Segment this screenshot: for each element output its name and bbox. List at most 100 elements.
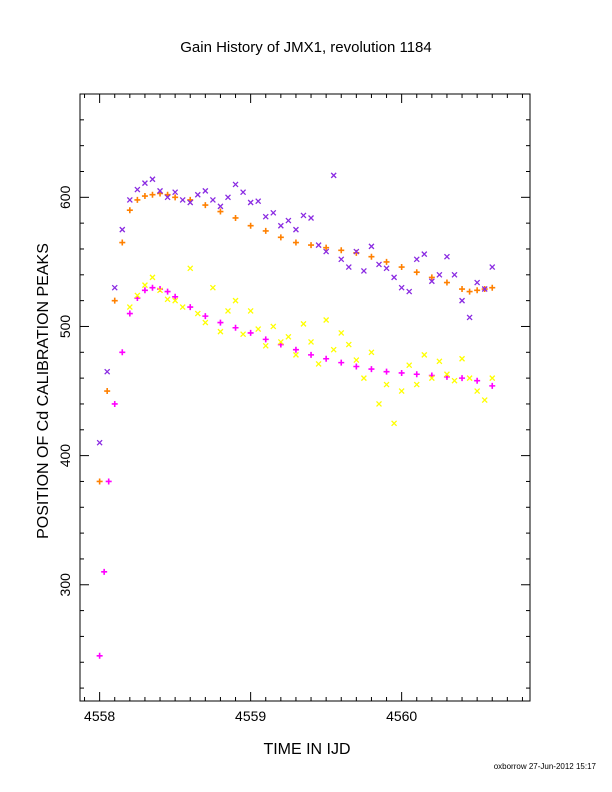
data-point [157, 187, 163, 194]
data-point [179, 196, 186, 203]
data-point [383, 265, 390, 272]
data-point [255, 326, 262, 333]
series-1 [96, 284, 496, 659]
data-point [443, 279, 450, 286]
data-point [300, 212, 307, 219]
data-point [443, 371, 450, 378]
data-point [330, 172, 337, 179]
data-point [292, 346, 299, 353]
series-2 [96, 172, 496, 446]
data-point [345, 264, 352, 271]
data-point [277, 222, 284, 229]
data-point [202, 319, 209, 326]
data-point [164, 288, 171, 295]
data-point [262, 227, 269, 234]
data-point [474, 388, 481, 395]
data-point [262, 336, 269, 343]
data-point [376, 261, 382, 268]
data-point [459, 286, 466, 293]
y-tick-label: 300 [57, 573, 73, 597]
data-point [141, 193, 148, 200]
plot-frame [79, 93, 531, 702]
data-point [338, 247, 345, 254]
data-point [368, 253, 375, 260]
data-point [240, 331, 247, 338]
data-point [119, 349, 126, 356]
data-point [247, 199, 254, 206]
data-point [323, 248, 330, 255]
data-point [292, 239, 299, 246]
data-point [141, 282, 148, 289]
data-point [391, 420, 398, 427]
data-point [323, 244, 330, 251]
data-point [383, 258, 390, 265]
data-point [345, 341, 352, 348]
data-point [421, 351, 428, 358]
data-point [119, 239, 126, 246]
data-point [466, 375, 473, 382]
data-point [202, 202, 209, 209]
data-point [406, 362, 413, 369]
data-point [126, 207, 133, 214]
data-point [285, 333, 292, 340]
data-point [413, 381, 420, 388]
y-tick-label: 400 [57, 444, 73, 468]
data-point [360, 375, 367, 382]
data-point [96, 439, 103, 446]
data-point [338, 256, 345, 263]
data-point [126, 304, 133, 311]
data-point [247, 329, 254, 336]
data-point [262, 342, 269, 349]
data-point [187, 265, 194, 272]
data-point [172, 297, 179, 304]
data-point [308, 215, 314, 221]
data-point [104, 388, 111, 395]
data-point [383, 381, 390, 388]
data-point [217, 208, 224, 215]
data-point [232, 324, 239, 331]
data-point [277, 339, 284, 345]
series-3 [126, 265, 496, 427]
data-point [368, 366, 375, 373]
data-point [413, 256, 420, 263]
data-point [398, 264, 405, 271]
data-point [466, 314, 473, 321]
data-point [368, 349, 375, 356]
data-point [164, 296, 171, 303]
data-point [459, 297, 466, 304]
data-point [368, 243, 375, 250]
data-point [232, 297, 239, 304]
data-point [232, 181, 239, 188]
data-point [247, 308, 254, 314]
data-point [481, 397, 488, 404]
data-point [323, 317, 330, 323]
data-point [428, 278, 435, 285]
data-point [119, 226, 126, 233]
data-point [292, 226, 299, 233]
data-point [270, 323, 277, 330]
data-point [300, 320, 307, 327]
x-tick-label: 4559 [235, 708, 266, 724]
data-point [474, 287, 481, 294]
data-point [398, 388, 405, 395]
axis-ticks: 4558 4559 4560 300 400 500 600 [57, 94, 530, 724]
data-point [413, 269, 420, 276]
data-point [451, 271, 458, 278]
data-point [149, 274, 156, 281]
data-point [413, 371, 420, 378]
data-point [255, 198, 262, 205]
y-tick-label: 600 [57, 185, 73, 209]
data-point [262, 213, 269, 220]
data-point [172, 194, 179, 201]
data-point [459, 355, 466, 362]
data-point [421, 251, 428, 258]
data-point [376, 400, 382, 407]
data-point [105, 478, 112, 485]
data-point [149, 191, 156, 198]
data-point [353, 363, 360, 370]
data-points [96, 172, 496, 659]
series-0 [96, 190, 496, 485]
data-point [436, 358, 443, 365]
footer-stamp: oxborrow 27-Jun-2012 15:17 [494, 762, 597, 771]
